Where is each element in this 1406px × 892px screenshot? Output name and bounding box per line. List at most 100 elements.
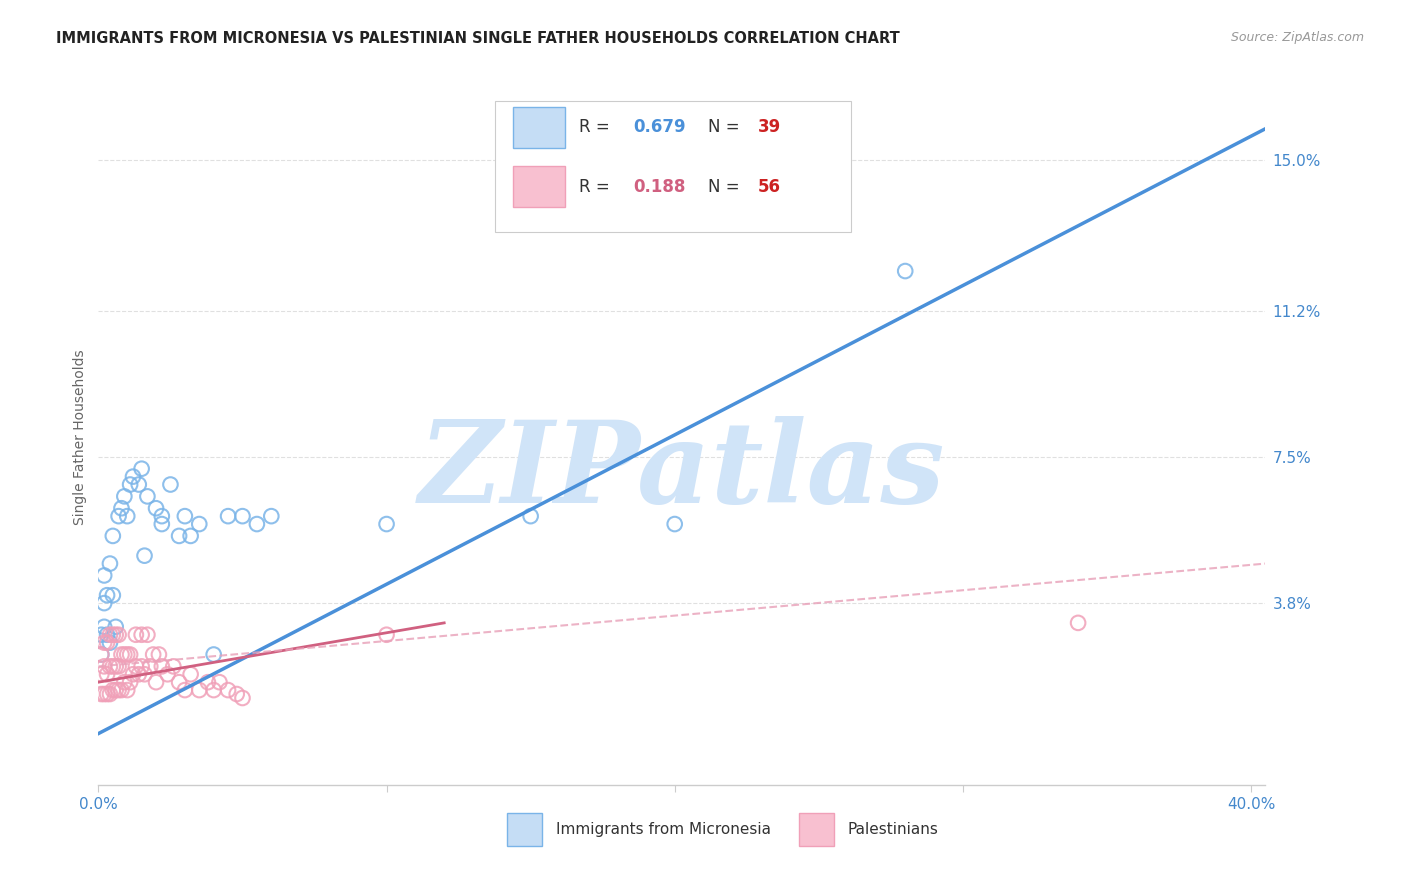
- Point: [131, 461, 153, 475]
- Point: [115, 648, 138, 662]
- Point: [125, 659, 148, 673]
- Point: [104, 628, 127, 642]
- Text: N =: N =: [707, 119, 744, 136]
- Point: [104, 620, 127, 634]
- Point: [96, 588, 118, 602]
- Point: [150, 659, 173, 673]
- Point: [107, 509, 129, 524]
- Point: [96, 635, 118, 649]
- Point: [90, 687, 112, 701]
- Point: [664, 516, 686, 531]
- Text: IMMIGRANTS FROM MICRONESIA VS PALESTINIAN SINGLE FATHER HOUSEHOLDS CORRELATION C: IMMIGRANTS FROM MICRONESIA VS PALESTINIA…: [56, 31, 900, 46]
- Point: [125, 628, 148, 642]
- Point: [115, 683, 138, 698]
- Point: [101, 628, 124, 642]
- Point: [101, 588, 124, 602]
- Point: [167, 675, 190, 690]
- Point: [93, 620, 115, 634]
- Point: [107, 659, 129, 673]
- Point: [98, 557, 121, 571]
- Point: [139, 659, 162, 673]
- Point: [112, 648, 135, 662]
- Point: [96, 628, 118, 642]
- Point: [101, 529, 124, 543]
- Point: [159, 477, 181, 491]
- Point: [145, 675, 167, 690]
- Point: [180, 529, 202, 543]
- Point: [93, 659, 115, 673]
- Point: [131, 659, 153, 673]
- Point: [150, 516, 173, 531]
- Text: R =: R =: [579, 119, 616, 136]
- Point: [90, 648, 112, 662]
- Text: Immigrants from Micronesia: Immigrants from Micronesia: [555, 822, 770, 837]
- Point: [107, 628, 129, 642]
- Point: [142, 648, 165, 662]
- Point: [98, 687, 121, 701]
- Point: [120, 675, 142, 690]
- Point: [115, 509, 138, 524]
- Point: [110, 683, 132, 698]
- Point: [894, 264, 917, 278]
- Point: [1067, 615, 1090, 630]
- Bar: [506, 813, 541, 847]
- Point: [217, 683, 239, 698]
- Point: [246, 516, 269, 531]
- Text: 39: 39: [758, 119, 780, 136]
- Point: [375, 516, 398, 531]
- Point: [98, 628, 121, 642]
- Bar: [799, 813, 834, 847]
- Point: [180, 667, 202, 681]
- Point: [104, 659, 127, 673]
- Text: 0.188: 0.188: [633, 178, 685, 195]
- Point: [375, 628, 398, 642]
- FancyBboxPatch shape: [495, 101, 851, 232]
- Point: [136, 489, 159, 503]
- Point: [202, 683, 225, 698]
- Point: [90, 648, 112, 662]
- Point: [519, 509, 541, 524]
- Point: [98, 635, 121, 649]
- Point: [188, 516, 211, 531]
- Point: [156, 667, 179, 681]
- Point: [208, 675, 231, 690]
- Point: [110, 501, 132, 516]
- Point: [93, 596, 115, 610]
- Point: [167, 529, 190, 543]
- Point: [128, 477, 150, 491]
- Point: [131, 628, 153, 642]
- Text: ZIPatlas: ZIPatlas: [419, 417, 945, 527]
- Point: [134, 667, 156, 681]
- Point: [260, 509, 283, 524]
- Point: [128, 667, 150, 681]
- Bar: [513, 106, 565, 148]
- Point: [104, 683, 127, 698]
- Point: [231, 509, 253, 524]
- Point: [93, 687, 115, 701]
- Point: [217, 509, 239, 524]
- Text: R =: R =: [579, 178, 616, 195]
- Point: [93, 635, 115, 649]
- Point: [101, 659, 124, 673]
- Point: [112, 675, 135, 690]
- Point: [122, 667, 145, 681]
- Bar: [513, 166, 565, 208]
- Text: N =: N =: [707, 178, 744, 195]
- Point: [90, 667, 112, 681]
- Point: [93, 568, 115, 582]
- Point: [90, 628, 112, 642]
- Point: [96, 687, 118, 701]
- Point: [136, 628, 159, 642]
- Point: [120, 477, 142, 491]
- Point: [101, 683, 124, 698]
- Text: 0.679: 0.679: [633, 119, 686, 136]
- Point: [112, 489, 135, 503]
- Point: [173, 509, 195, 524]
- Point: [197, 675, 219, 690]
- Point: [162, 659, 184, 673]
- Point: [231, 690, 253, 705]
- Point: [150, 509, 173, 524]
- Text: Source: ZipAtlas.com: Source: ZipAtlas.com: [1230, 31, 1364, 45]
- Point: [173, 683, 195, 698]
- Text: Palestinians: Palestinians: [848, 822, 938, 837]
